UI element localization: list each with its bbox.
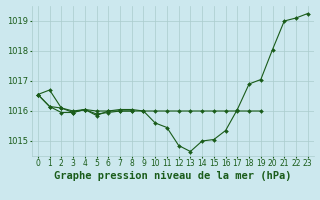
X-axis label: Graphe pression niveau de la mer (hPa): Graphe pression niveau de la mer (hPa) — [54, 171, 292, 181]
